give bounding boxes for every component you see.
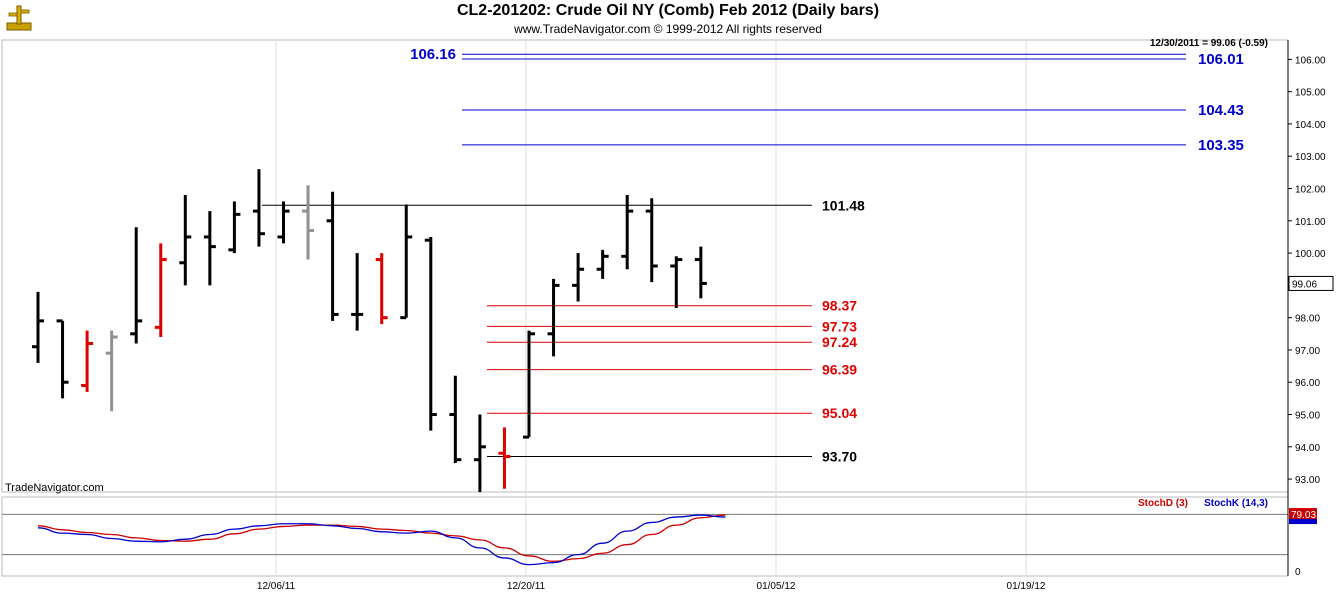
stoch-series-line bbox=[37, 514, 726, 566]
current-price-box bbox=[1288, 275, 1334, 291]
y-tick-label: 95.00 bbox=[1295, 411, 1320, 422]
legend-stochk: StochK (14,3) bbox=[1204, 498, 1268, 509]
chart-subtitle: www.TradeNavigator.com © 1999-2012 All r… bbox=[514, 22, 822, 36]
y-tick-label: 100.00 bbox=[1295, 249, 1326, 260]
level-label: 104.43 bbox=[1198, 102, 1244, 119]
stoch-current-box bbox=[1289, 508, 1317, 523]
ohlc-bar bbox=[694, 246, 707, 299]
y-tick-label: 94.00 bbox=[1295, 443, 1320, 454]
level-label: 97.24 bbox=[822, 334, 857, 350]
level-label: 93.70 bbox=[822, 448, 857, 464]
ohlc-bar bbox=[473, 414, 486, 492]
level-label: 103.35 bbox=[1198, 137, 1244, 154]
x-tick-label: 01/05/12 bbox=[757, 581, 796, 592]
ohlc-bar bbox=[105, 330, 118, 412]
level-label: 106.01 bbox=[1198, 51, 1244, 68]
level-label: 98.37 bbox=[822, 298, 857, 314]
ohlc-bar bbox=[449, 375, 462, 463]
grid bbox=[1, 39, 1289, 577]
ohlc-bar bbox=[621, 194, 634, 270]
stoch-current-box-k bbox=[1289, 519, 1317, 525]
level-label: 97.73 bbox=[822, 318, 857, 334]
y-tick-label: 101.00 bbox=[1295, 217, 1326, 228]
ohlc-bar bbox=[81, 330, 94, 392]
ohlc-bar bbox=[277, 201, 290, 244]
level-label: 101.48 bbox=[822, 197, 865, 213]
ohlc-bar bbox=[32, 291, 44, 363]
legend-stochd: StochD (3) bbox=[1138, 498, 1188, 509]
ohlc-bar bbox=[670, 256, 683, 308]
y-tick-label: 96.00 bbox=[1295, 378, 1320, 389]
ohlc-bar bbox=[424, 236, 437, 431]
x-tick-label: 12/06/11 bbox=[257, 581, 296, 592]
y-tick-label: 104.00 bbox=[1295, 120, 1326, 131]
ohlc-bar bbox=[375, 253, 388, 325]
ohlc-bar bbox=[547, 278, 560, 357]
ohlc-bar bbox=[302, 185, 315, 260]
y-tick-label: 93.00 bbox=[1295, 475, 1320, 486]
ohlc-bar bbox=[203, 211, 216, 286]
ohlc-bar bbox=[252, 169, 265, 247]
price-levels: 106.16 106.01 104.43 103.35 101.48 98.37 97.73… bbox=[262, 46, 1244, 464]
level-label: 96.39 bbox=[822, 362, 857, 378]
trade-navigator-logo-icon bbox=[6, 5, 32, 31]
y-tick-label: 105.00 bbox=[1295, 88, 1326, 99]
x-tick-label: 12/20/11 bbox=[507, 581, 546, 592]
ohlc-bar bbox=[179, 194, 192, 286]
stochastic-panel: 0 StochD (3) StochK (14,3) 79.03 bbox=[2, 498, 1317, 578]
y-tick-label: 97.00 bbox=[1295, 346, 1320, 357]
axes: 12/06/11 12/20/11 01/05/12 01/19/12 93.00 94.… bbox=[5, 38, 1334, 592]
current-price-label: 99.06 bbox=[1292, 279, 1317, 290]
y-tick-label: 102.00 bbox=[1295, 185, 1326, 196]
ohlc-bar bbox=[400, 204, 413, 320]
stoch-series-line bbox=[37, 514, 726, 562]
y-tick-label: 103.00 bbox=[1295, 152, 1326, 163]
ohlc-bar bbox=[228, 201, 241, 254]
chart-title: CL2-201202: Crude Oil NY (Comb) Feb 2012… bbox=[456, 2, 880, 19]
level-label: 95.04 bbox=[822, 405, 857, 421]
ohlc-bar bbox=[572, 253, 585, 302]
ohlc-bar bbox=[596, 249, 609, 279]
last-bar-info: 12/30/2011 = 99.06 (-0.59) bbox=[1150, 38, 1268, 49]
watermark-text: TradeNavigator.com bbox=[5, 482, 104, 494]
x-tick-label: 01/19/12 bbox=[1007, 581, 1046, 592]
ohlc-bar bbox=[351, 253, 364, 331]
ohlc-bar bbox=[154, 243, 167, 338]
level-label: 106.16 bbox=[410, 46, 456, 63]
price-panel-frame bbox=[1, 39, 1289, 493]
stoch-current-label: 79.03 bbox=[1291, 510, 1316, 521]
y-tick-label: 98.00 bbox=[1295, 314, 1320, 325]
ohlc-bar bbox=[130, 227, 143, 344]
price-bars bbox=[32, 169, 707, 492]
ohlc-bar bbox=[56, 319, 69, 399]
stoch-y-tick-label: 0 bbox=[1295, 567, 1301, 578]
ohlc-bar bbox=[498, 427, 511, 489]
ohlc-bar bbox=[523, 330, 535, 439]
ohlc-bar bbox=[645, 198, 658, 283]
y-tick-label: 106.00 bbox=[1295, 55, 1326, 66]
ohlc-bar bbox=[326, 191, 339, 321]
